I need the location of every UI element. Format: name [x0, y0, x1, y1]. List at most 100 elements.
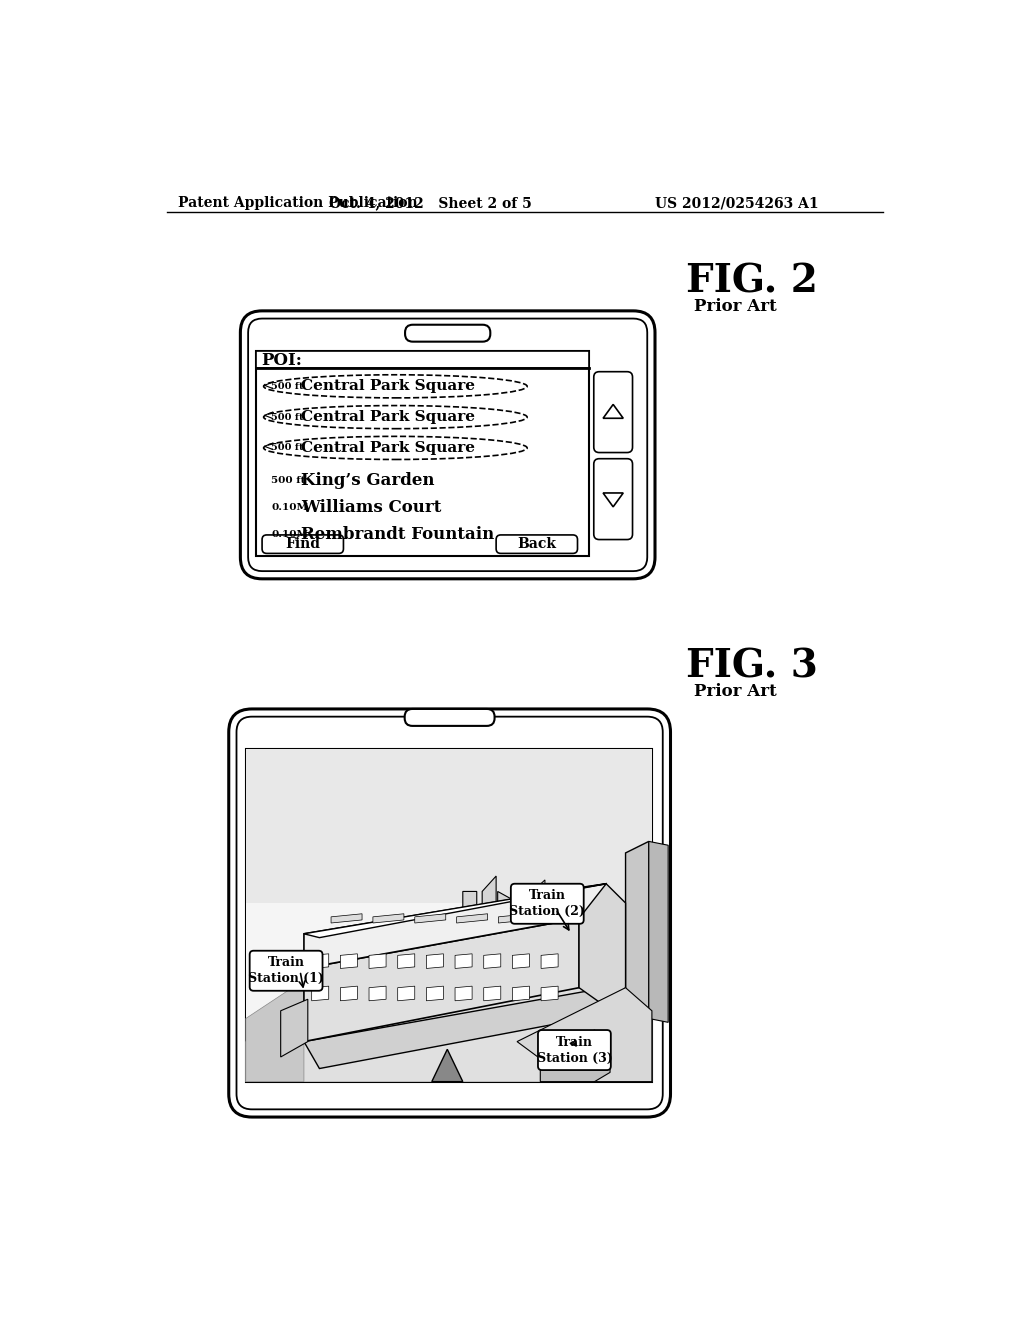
FancyBboxPatch shape	[406, 325, 490, 342]
Text: King’s Garden: King’s Garden	[301, 471, 434, 488]
Bar	[246, 748, 652, 1081]
Polygon shape	[281, 999, 308, 1057]
Polygon shape	[548, 891, 560, 961]
FancyBboxPatch shape	[538, 1030, 611, 1071]
Polygon shape	[498, 891, 512, 973]
Polygon shape	[541, 1030, 610, 1081]
Text: Train
Station (2): Train Station (2)	[509, 890, 585, 919]
Text: Patent Application Publication: Patent Application Publication	[178, 197, 418, 210]
Text: Oct. 4, 2012   Sheet 2 of 5: Oct. 4, 2012 Sheet 2 of 5	[329, 197, 531, 210]
Polygon shape	[331, 913, 362, 923]
Polygon shape	[541, 986, 558, 1001]
Polygon shape	[455, 954, 472, 969]
Text: Prior Art: Prior Art	[693, 298, 776, 314]
Polygon shape	[541, 913, 571, 923]
Polygon shape	[415, 913, 445, 923]
Text: 500 ft: 500 ft	[271, 444, 304, 453]
Text: Central Park Square: Central Park Square	[301, 411, 475, 424]
Text: Back: Back	[517, 537, 556, 552]
Polygon shape	[340, 986, 357, 1001]
Polygon shape	[463, 891, 477, 973]
Text: FIG. 3: FIG. 3	[686, 648, 818, 685]
FancyBboxPatch shape	[248, 318, 647, 572]
Text: Central Park Square: Central Park Square	[301, 379, 475, 393]
Text: <: <	[262, 379, 273, 393]
Polygon shape	[603, 404, 624, 418]
Bar	[626, 874, 649, 886]
Polygon shape	[340, 954, 357, 969]
Polygon shape	[512, 986, 529, 1001]
Text: 0.10M: 0.10M	[271, 503, 308, 512]
Text: Prior Art: Prior Art	[693, 682, 776, 700]
Text: <: <	[262, 411, 273, 424]
Polygon shape	[483, 954, 501, 969]
FancyBboxPatch shape	[237, 717, 663, 1109]
Polygon shape	[541, 954, 558, 969]
Polygon shape	[499, 913, 529, 923]
FancyBboxPatch shape	[250, 950, 323, 991]
FancyBboxPatch shape	[241, 312, 655, 579]
Text: 500 ft: 500 ft	[271, 381, 304, 391]
Text: <: <	[262, 441, 273, 455]
Polygon shape	[311, 954, 329, 969]
Polygon shape	[246, 979, 304, 1081]
Text: FIG. 2: FIG. 2	[686, 263, 818, 301]
Polygon shape	[369, 986, 386, 1001]
Ellipse shape	[263, 437, 527, 459]
Polygon shape	[369, 954, 386, 969]
Polygon shape	[304, 919, 579, 1041]
Polygon shape	[304, 884, 606, 937]
Polygon shape	[512, 954, 529, 969]
Polygon shape	[579, 884, 626, 1007]
Polygon shape	[304, 987, 626, 1069]
Text: Train
Station (1): Train Station (1)	[248, 956, 324, 985]
Polygon shape	[426, 954, 443, 969]
FancyBboxPatch shape	[262, 535, 343, 553]
Polygon shape	[483, 986, 501, 1001]
Bar	[256, 351, 589, 557]
Polygon shape	[482, 876, 496, 973]
Text: Train
Station (3): Train Station (3)	[537, 1036, 612, 1064]
Polygon shape	[455, 986, 472, 1001]
Bar	[246, 748, 652, 1081]
Bar	[626, 904, 649, 917]
FancyBboxPatch shape	[228, 709, 671, 1117]
Text: Williams Court: Williams Court	[301, 499, 441, 516]
Text: Rembrandt Fountain: Rembrandt Fountain	[301, 525, 494, 543]
FancyBboxPatch shape	[594, 372, 633, 453]
Polygon shape	[532, 880, 545, 961]
Polygon shape	[517, 891, 529, 961]
Polygon shape	[311, 986, 329, 1001]
Text: Find: Find	[285, 537, 319, 552]
Polygon shape	[563, 887, 575, 961]
Bar	[626, 920, 649, 932]
Bar	[626, 858, 649, 871]
Polygon shape	[426, 986, 443, 1001]
Polygon shape	[603, 492, 624, 507]
Text: Central Park Square: Central Park Square	[301, 441, 475, 455]
Polygon shape	[432, 1049, 463, 1081]
Bar	[256, 351, 589, 368]
Text: US 2012/0254263 A1: US 2012/0254263 A1	[655, 197, 818, 210]
Polygon shape	[513, 884, 527, 973]
Polygon shape	[517, 987, 652, 1081]
Polygon shape	[397, 954, 415, 969]
Bar	[246, 748, 652, 903]
Polygon shape	[397, 986, 415, 1001]
Text: 500 ft: 500 ft	[271, 475, 306, 484]
Ellipse shape	[263, 405, 527, 429]
Polygon shape	[649, 841, 669, 1022]
Polygon shape	[457, 913, 487, 923]
FancyBboxPatch shape	[496, 535, 578, 553]
Text: 500 ft: 500 ft	[271, 413, 304, 421]
Polygon shape	[246, 919, 652, 1081]
FancyBboxPatch shape	[404, 709, 495, 726]
Ellipse shape	[263, 375, 527, 397]
Text: 0.10M: 0.10M	[271, 529, 308, 539]
FancyBboxPatch shape	[511, 884, 584, 924]
Text: POI:: POI:	[261, 351, 302, 368]
Bar	[626, 890, 649, 902]
Polygon shape	[304, 884, 606, 969]
FancyBboxPatch shape	[594, 459, 633, 540]
Polygon shape	[626, 841, 649, 1026]
